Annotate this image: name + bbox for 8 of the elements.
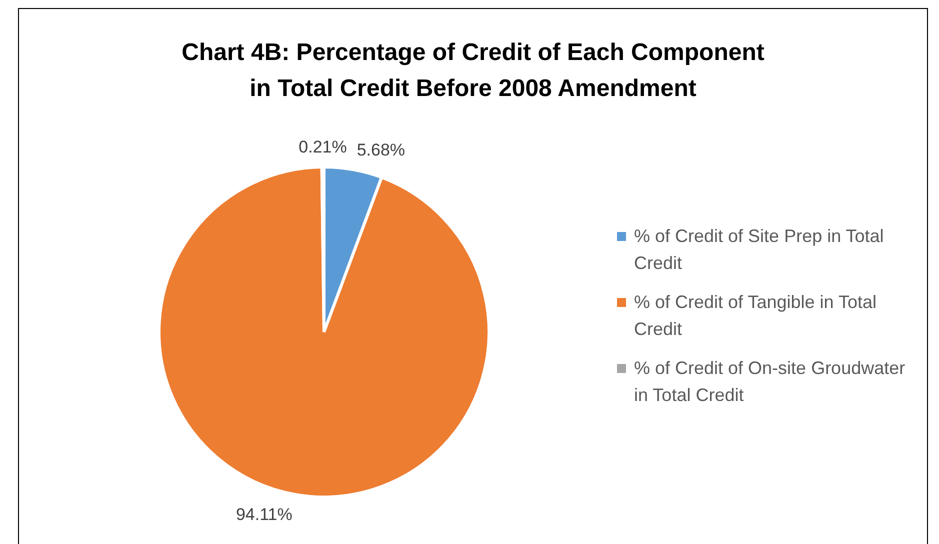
legend-label: % of Credit of On-site Groudwater in Total Credit bbox=[634, 357, 906, 407]
data-label: 5.68% bbox=[356, 140, 406, 160]
chart-title: Chart 4B: Percentage of Credit of Each Component in Total Credit Before 2008 Amendment bbox=[180, 38, 766, 104]
pie-slice bbox=[158, 166, 490, 498]
legend-label: % of Credit of Tangible in Total Credit bbox=[634, 291, 878, 341]
data-label: 0.21% bbox=[298, 138, 347, 157]
legend-label: % of Credit of Site Prep in Total Credit bbox=[634, 225, 885, 275]
data-label: 94.11% bbox=[236, 504, 292, 524]
